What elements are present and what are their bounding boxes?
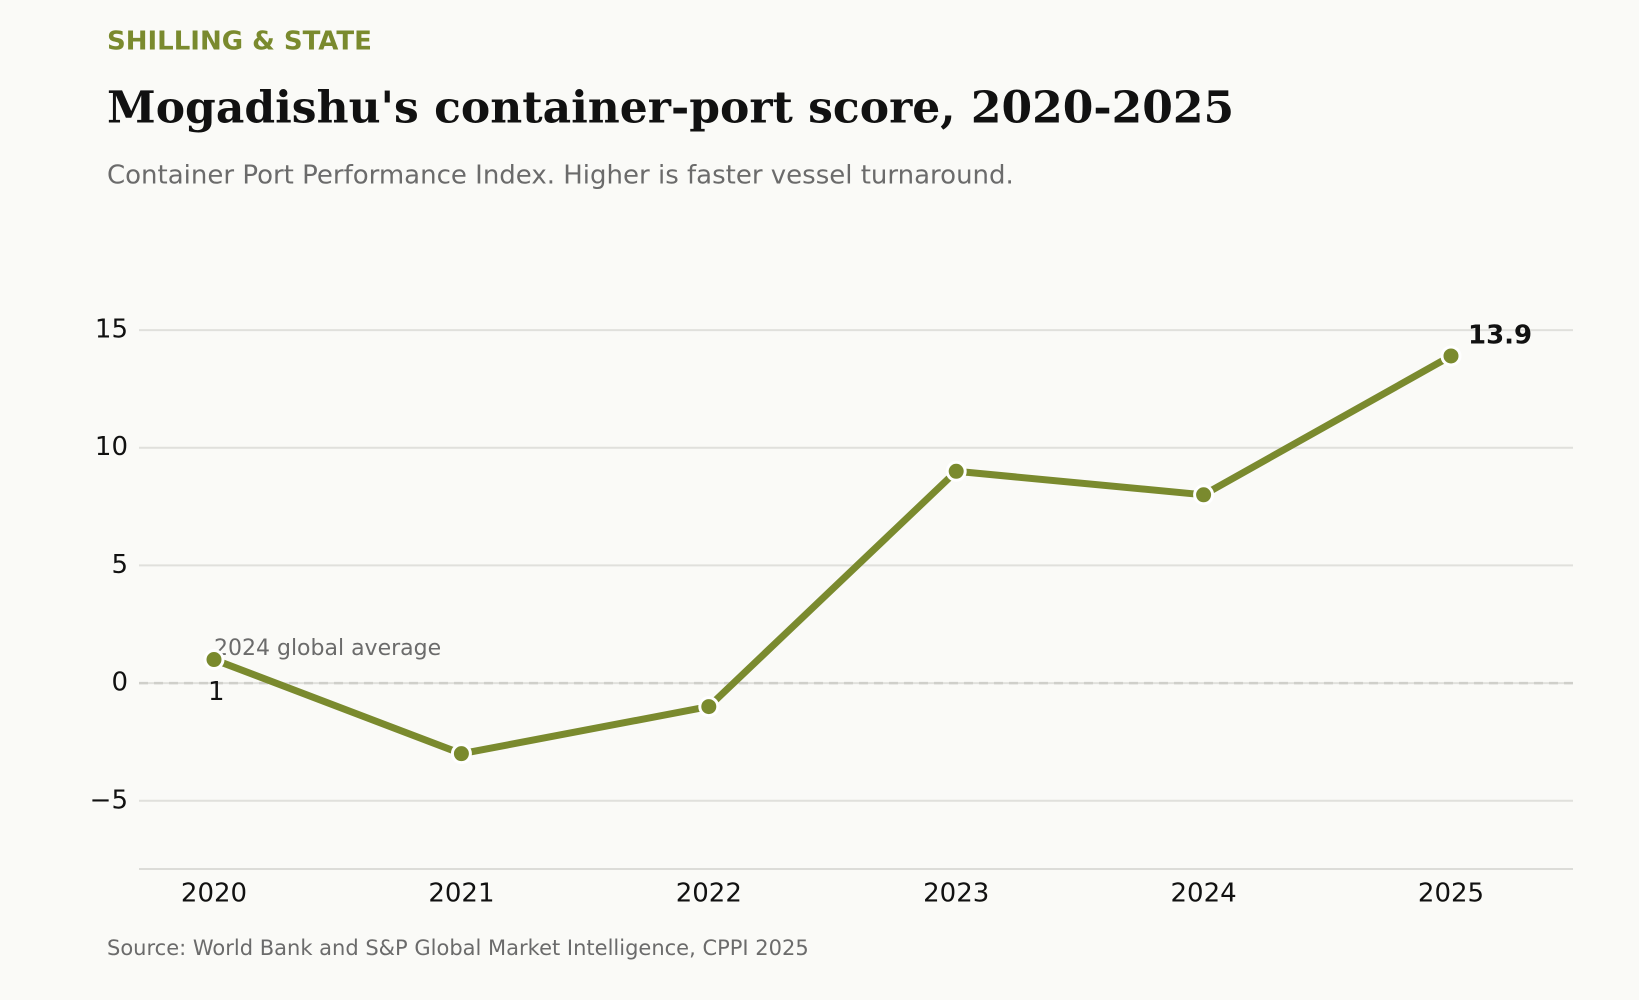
x-tick-label: 2020 (181, 879, 247, 909)
reference-label: 2024 global average (214, 636, 441, 661)
data-label: 13.9 (1468, 320, 1532, 350)
data-point (698, 696, 720, 718)
source-note: Source: World Bank and S&P Global Market… (107, 936, 809, 960)
x-tick-label: 2023 (923, 879, 989, 909)
y-tick-label: 0 (111, 668, 128, 698)
data-label: 1 (208, 677, 225, 707)
y-tick-label: −5 (90, 785, 128, 815)
data-point (1440, 345, 1462, 367)
y-tick-label: 5 (111, 550, 128, 580)
data-point (203, 649, 225, 671)
x-tick-label: 2021 (428, 879, 494, 909)
data-point (450, 743, 472, 765)
chart-title: Mogadishu's container-port score, 2020-2… (107, 83, 1234, 134)
x-tick-label: 2025 (1418, 879, 1484, 909)
series-line (210, 352, 1455, 758)
data-point (1193, 484, 1215, 506)
kicker: SHILLING & STATE (107, 27, 372, 57)
data-point (945, 460, 967, 482)
chart-subtitle: Container Port Performance Index. Higher… (107, 161, 1014, 191)
x-tick-label: 2022 (676, 879, 742, 909)
y-tick-label: 10 (95, 432, 128, 462)
y-tick-label: 15 (95, 315, 128, 345)
x-tick-label: 2024 (1171, 879, 1237, 909)
